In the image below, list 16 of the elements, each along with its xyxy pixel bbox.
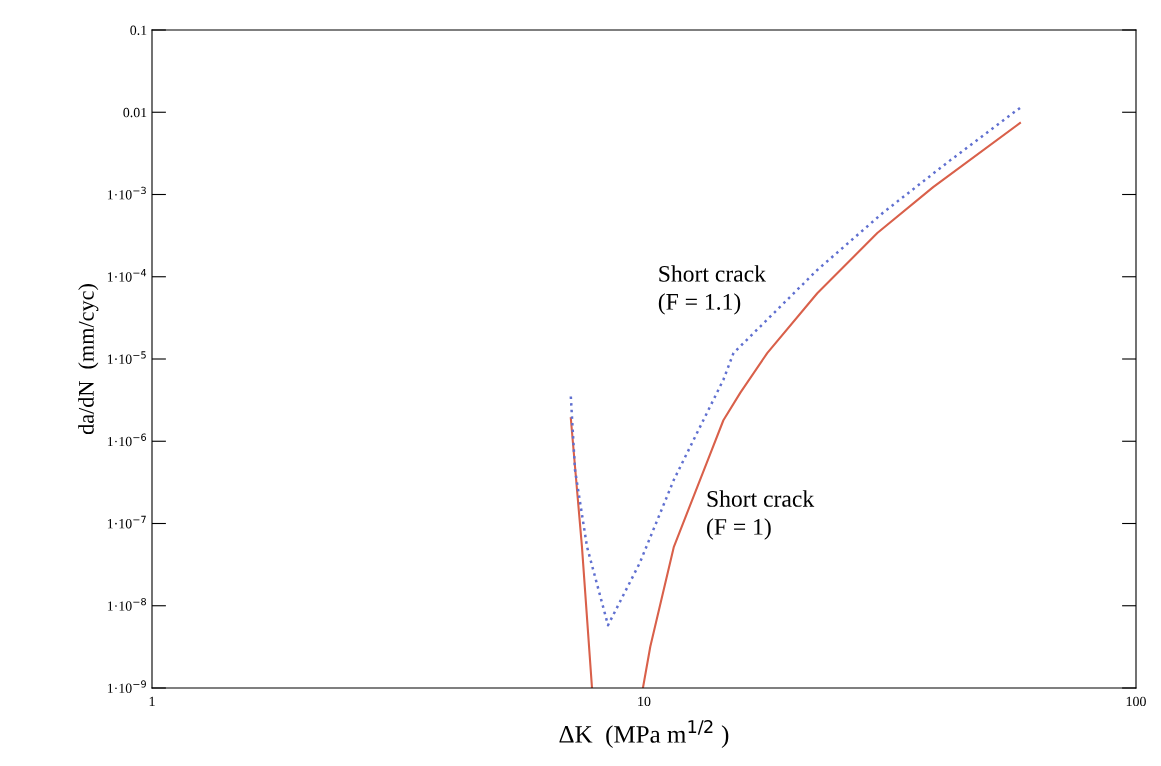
y-tick-label: 1·10$^{−6}$ <box>107 433 147 447</box>
y-tick-label: 1·10$^{−9}$ <box>107 680 146 693</box>
y-axis-title: da/dN (mm/cyc) <box>78 284 99 435</box>
y-tick-label: 1·10$^{−7}$ <box>107 515 146 529</box>
x-tick-label: 10 <box>638 696 651 707</box>
y-tick-label: 1·10$^{−8}$ <box>107 598 146 611</box>
x-tick-label: 1 <box>149 696 155 706</box>
y-tick-label: 1·10$^{−4}$ <box>107 269 147 282</box>
x-axis-title: ΔK (MPa m$^{1/2}$ ) <box>559 720 729 748</box>
y-tick-label: 0.1 <box>130 25 147 36</box>
y-tick-label: 1·10$^{−5}$ <box>107 351 146 364</box>
x-tick-label: 100 <box>1126 696 1146 707</box>
annotation: Short crack (F = 1.1) <box>658 265 766 315</box>
annotation: Short crack (F = 1) <box>707 490 815 540</box>
y-tick-label: 1·10$^{−3}$ <box>107 186 146 200</box>
y-tick-label: 0.01 <box>123 107 147 118</box>
